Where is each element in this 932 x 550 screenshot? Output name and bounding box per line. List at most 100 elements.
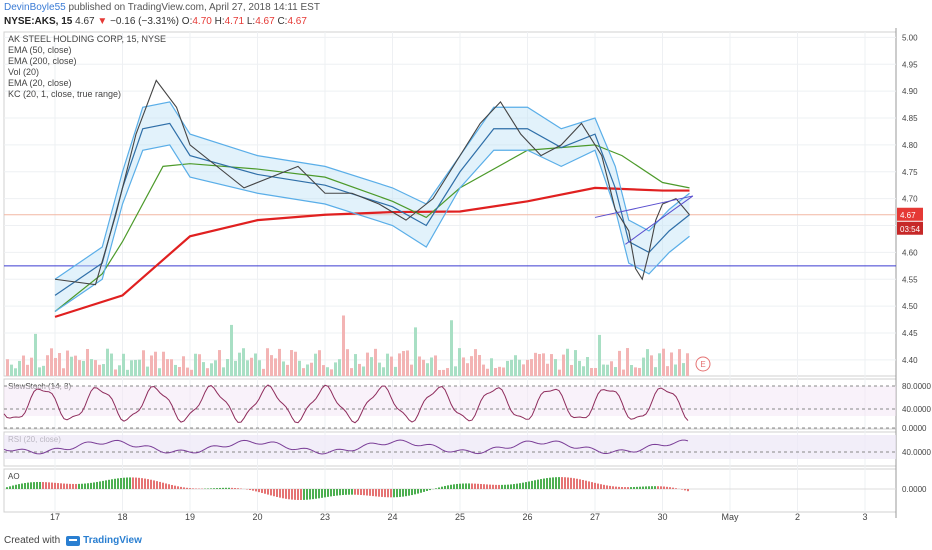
volume-bar xyxy=(174,364,177,376)
ao-bar xyxy=(105,480,107,489)
legend-item[interactable]: KC (20, 1, close, true range) xyxy=(8,89,122,99)
volume-bar xyxy=(18,360,21,376)
ao-bar xyxy=(549,477,551,489)
ao-bar xyxy=(441,486,443,489)
ao-bar xyxy=(300,489,302,500)
ao-bar xyxy=(519,483,521,489)
volume-bar xyxy=(94,360,97,376)
volume-bar xyxy=(338,359,341,376)
volume-bar xyxy=(606,364,609,376)
volume-bar xyxy=(630,365,633,376)
ao-bar xyxy=(9,486,11,489)
volume-bar xyxy=(262,368,265,376)
volume-bar xyxy=(182,356,185,376)
earnings-marker-icon xyxy=(695,356,711,372)
volume-bar xyxy=(658,353,661,376)
ao-bar xyxy=(357,489,359,495)
ao-bar xyxy=(417,489,419,494)
ao-bar xyxy=(228,487,230,489)
ao-bar xyxy=(345,489,347,495)
ao-bar xyxy=(225,487,227,489)
tradingview-logo[interactable]: TradingView xyxy=(66,535,142,546)
ao-bar xyxy=(483,484,485,489)
ao-bar xyxy=(312,489,314,500)
volume-bar xyxy=(394,366,397,376)
ao-bar xyxy=(384,489,386,498)
symbol-label: NYSE:AKS, 15 xyxy=(4,16,73,27)
volume-bar xyxy=(86,348,89,376)
volume-bar xyxy=(166,359,169,376)
ao-bar xyxy=(39,481,41,489)
volume-bar xyxy=(290,350,293,376)
legend-item[interactable]: EMA (50, close) xyxy=(8,45,72,55)
volume-bar xyxy=(654,367,657,376)
volume-bar xyxy=(382,367,385,376)
ao-bar xyxy=(327,489,329,497)
date-tick-label: 27 xyxy=(590,512,600,522)
volume-bar xyxy=(634,367,637,376)
ao-bar xyxy=(159,481,161,489)
ao-bar xyxy=(501,484,503,489)
volume-bar xyxy=(502,367,505,376)
ao-bar xyxy=(636,486,638,489)
ao-bar xyxy=(84,483,86,489)
ao-bar xyxy=(132,477,134,489)
ao-bar xyxy=(219,487,221,489)
quote-line: NYSE:AKS, 15 4.67 ▼ −0.16 (−3.31%) O:4.7… xyxy=(4,16,320,28)
down-arrow-icon: ▼ xyxy=(97,16,108,27)
volume-bar xyxy=(354,354,357,376)
ao-bar xyxy=(216,488,218,489)
ao-bar xyxy=(258,489,260,493)
legend-item[interactable]: EMA (20, close) xyxy=(8,78,72,88)
ao-bar xyxy=(672,487,674,489)
ao-bar xyxy=(303,489,305,500)
volume-bar xyxy=(234,360,237,376)
ao-bar xyxy=(375,489,377,497)
ao-bar xyxy=(666,486,668,489)
ao-bar xyxy=(603,484,605,489)
volume-bar xyxy=(206,368,209,376)
volume-bar xyxy=(50,348,53,376)
ao-bar xyxy=(231,487,233,489)
ao-bar xyxy=(588,481,590,489)
ao-bar xyxy=(657,486,659,489)
current-price-text: 4.67 xyxy=(900,211,916,220)
volume-bar xyxy=(202,362,205,376)
volume-bar xyxy=(326,367,329,376)
legend-item[interactable]: EMA (200, close) xyxy=(8,56,77,66)
ao-bar xyxy=(402,489,404,497)
tradingview-icon xyxy=(66,535,81,546)
rsi-tick-label: 40.0000 xyxy=(902,448,931,457)
ao-bar xyxy=(372,489,374,497)
chart-area[interactable]: 17 18 19 20 23 24 25 26 27 30 May 2 35.004.954.904.8… xyxy=(0,28,932,528)
ao-bar xyxy=(456,483,458,489)
volume-bar xyxy=(158,368,161,376)
volume-bar xyxy=(430,357,433,376)
volume-bar xyxy=(278,348,281,376)
volume-bar xyxy=(294,351,297,376)
indicator-legend: AK STEEL HOLDING CORP, 15, NYSE EMA (50,… xyxy=(8,34,166,100)
ao-bar xyxy=(96,481,98,489)
volume-bar xyxy=(102,364,105,376)
volume-bar xyxy=(522,364,525,376)
ao-bar xyxy=(411,489,413,496)
author-link[interactable]: DevinBoyle55 xyxy=(4,2,66,13)
volume-bar xyxy=(590,367,593,376)
legend-item[interactable]: Vol (20) xyxy=(8,67,40,77)
ao-bar xyxy=(414,489,416,495)
ao-bar xyxy=(606,485,608,489)
triangle-upper-trendline xyxy=(594,195,693,218)
volume-bar xyxy=(582,366,585,376)
volume-bar xyxy=(466,363,469,376)
ao-bar xyxy=(681,489,683,490)
ao-bar xyxy=(297,489,299,500)
volume-bar xyxy=(366,352,369,376)
volume-bar xyxy=(682,363,685,376)
ao-bar xyxy=(576,478,578,489)
volume-bar xyxy=(462,357,465,376)
ao-bar xyxy=(135,477,137,489)
ao-bar xyxy=(42,482,44,489)
ao-bar xyxy=(645,486,647,489)
volume-bar xyxy=(422,359,425,376)
volume-bar xyxy=(270,355,273,376)
